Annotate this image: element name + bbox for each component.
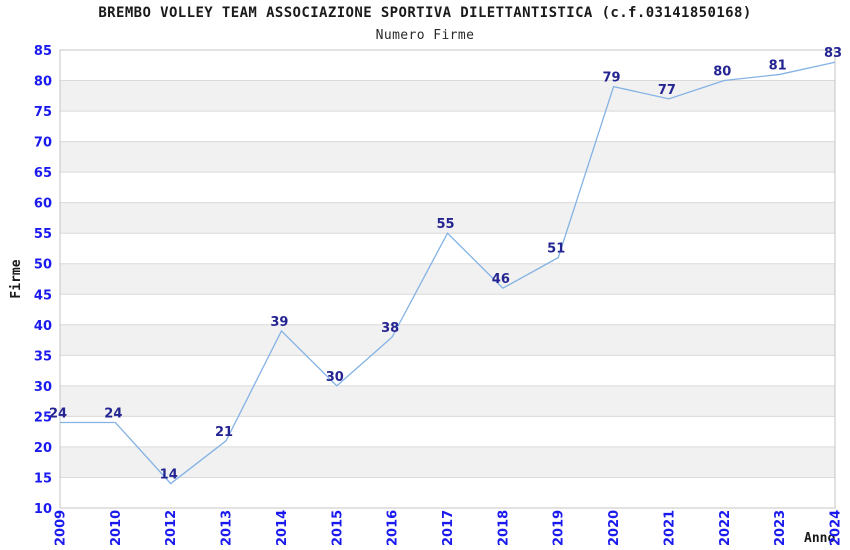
- plot-band: [60, 202, 835, 234]
- x-tick-label: 2014: [275, 510, 290, 546]
- chart-subtitle: Numero Firme: [375, 28, 475, 43]
- y-tick-label: 60: [34, 197, 52, 212]
- data-point-label: 80: [713, 65, 731, 80]
- x-tick-label: 2010: [109, 510, 124, 546]
- data-point-label: 46: [492, 272, 510, 287]
- x-tick-label: 2009: [54, 510, 69, 546]
- data-point-label: 21: [215, 425, 233, 440]
- data-point-label: 51: [547, 242, 565, 257]
- y-tick-label: 15: [34, 471, 52, 486]
- x-tick-label: 2015: [330, 510, 345, 546]
- data-point-label: 39: [270, 315, 288, 330]
- y-tick-label: 30: [34, 380, 52, 395]
- y-tick-label: 70: [34, 136, 52, 151]
- x-axis-title: Anno: [804, 531, 835, 546]
- x-tick-label: 2017: [441, 510, 456, 546]
- chart-title: BREMBO VOLLEY TEAM ASSOCIAZIONE SPORTIVA…: [98, 5, 752, 21]
- y-tick-label: 85: [34, 44, 52, 59]
- x-tick-label: 2020: [607, 510, 622, 546]
- data-point-label: 38: [381, 321, 399, 336]
- y-tick-label: 25: [34, 410, 52, 425]
- y-tick-label: 45: [34, 288, 52, 303]
- plot-border: [59, 49, 836, 509]
- data-point-label: 77: [658, 83, 676, 98]
- plot-band: [60, 446, 835, 478]
- data-point-label: 14: [160, 468, 178, 483]
- y-axis-title: Firme: [9, 259, 24, 298]
- plot-band: [60, 80, 835, 112]
- plot-band: [60, 385, 835, 417]
- data-point-label: 24: [49, 407, 67, 422]
- data-point-label: 81: [769, 58, 787, 73]
- y-tick-label: 20: [34, 441, 52, 456]
- y-tick-label: 40: [34, 319, 52, 334]
- x-tick-label: 2024: [829, 510, 844, 546]
- x-tick-label: 2013: [220, 510, 235, 546]
- plot-band: [60, 141, 835, 173]
- x-tick-label: 2016: [386, 510, 401, 546]
- x-tick-label: 2021: [662, 510, 677, 546]
- data-point-label: 30: [326, 370, 344, 385]
- data-point-label: 55: [436, 217, 454, 232]
- x-tick-label: 2022: [718, 510, 733, 546]
- plot-band: [60, 324, 835, 356]
- x-tick-label: 2023: [773, 510, 788, 546]
- y-tick-label: 50: [34, 258, 52, 273]
- y-tick-label: 75: [34, 105, 52, 120]
- y-tick-label: 65: [34, 166, 52, 181]
- y-tick-label: 35: [34, 349, 52, 364]
- x-tick-label: 2012: [164, 510, 179, 546]
- data-line: [60, 61, 836, 485]
- data-point-label: 24: [104, 407, 122, 422]
- x-tick-label: 2019: [552, 510, 567, 546]
- y-tick-label: 10: [34, 502, 52, 517]
- data-point-label: 79: [603, 71, 621, 86]
- data-point-label: 83: [824, 46, 842, 61]
- y-tick-label: 55: [34, 227, 52, 242]
- x-tick-label: 2018: [496, 510, 511, 546]
- plot-band: [60, 263, 835, 295]
- y-tick-label: 80: [34, 75, 52, 90]
